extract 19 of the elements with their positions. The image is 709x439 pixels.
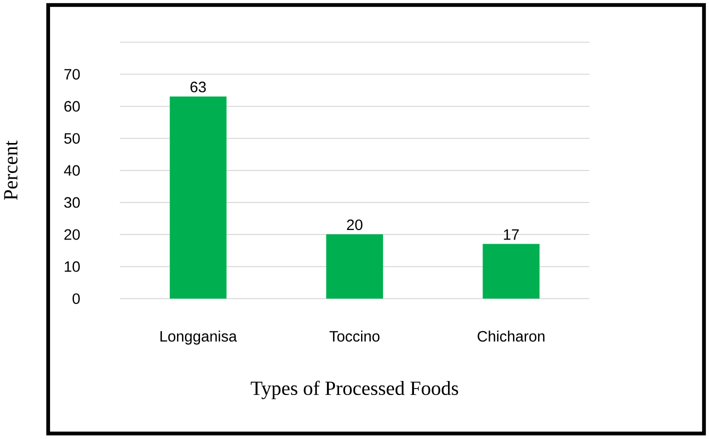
data-label: 17 bbox=[504, 230, 519, 240]
x-tick-label: Toccino bbox=[329, 330, 380, 342]
y-tick-label: 10 bbox=[64, 261, 80, 272]
y-tick-label: 60 bbox=[64, 101, 80, 112]
bar bbox=[326, 234, 384, 299]
data-label: 63 bbox=[190, 82, 206, 93]
y-tick-label: 70 bbox=[64, 69, 80, 80]
bar bbox=[170, 96, 227, 299]
x-tick-label: Longganisa bbox=[160, 330, 237, 345]
y-axis-title: Percent bbox=[4, 140, 18, 200]
bar bbox=[482, 244, 540, 299]
y-tick-label: 20 bbox=[64, 229, 80, 240]
y-tick-label: 30 bbox=[64, 197, 80, 208]
data-label: 20 bbox=[347, 220, 362, 230]
x-axis-title: Types of Processed Foods bbox=[250, 380, 458, 400]
x-tick-label: Chicharon bbox=[478, 330, 544, 342]
y-tick-label: 40 bbox=[64, 165, 80, 176]
y-tick-label: 0 bbox=[72, 294, 80, 304]
y-tick-label: 50 bbox=[64, 133, 80, 144]
